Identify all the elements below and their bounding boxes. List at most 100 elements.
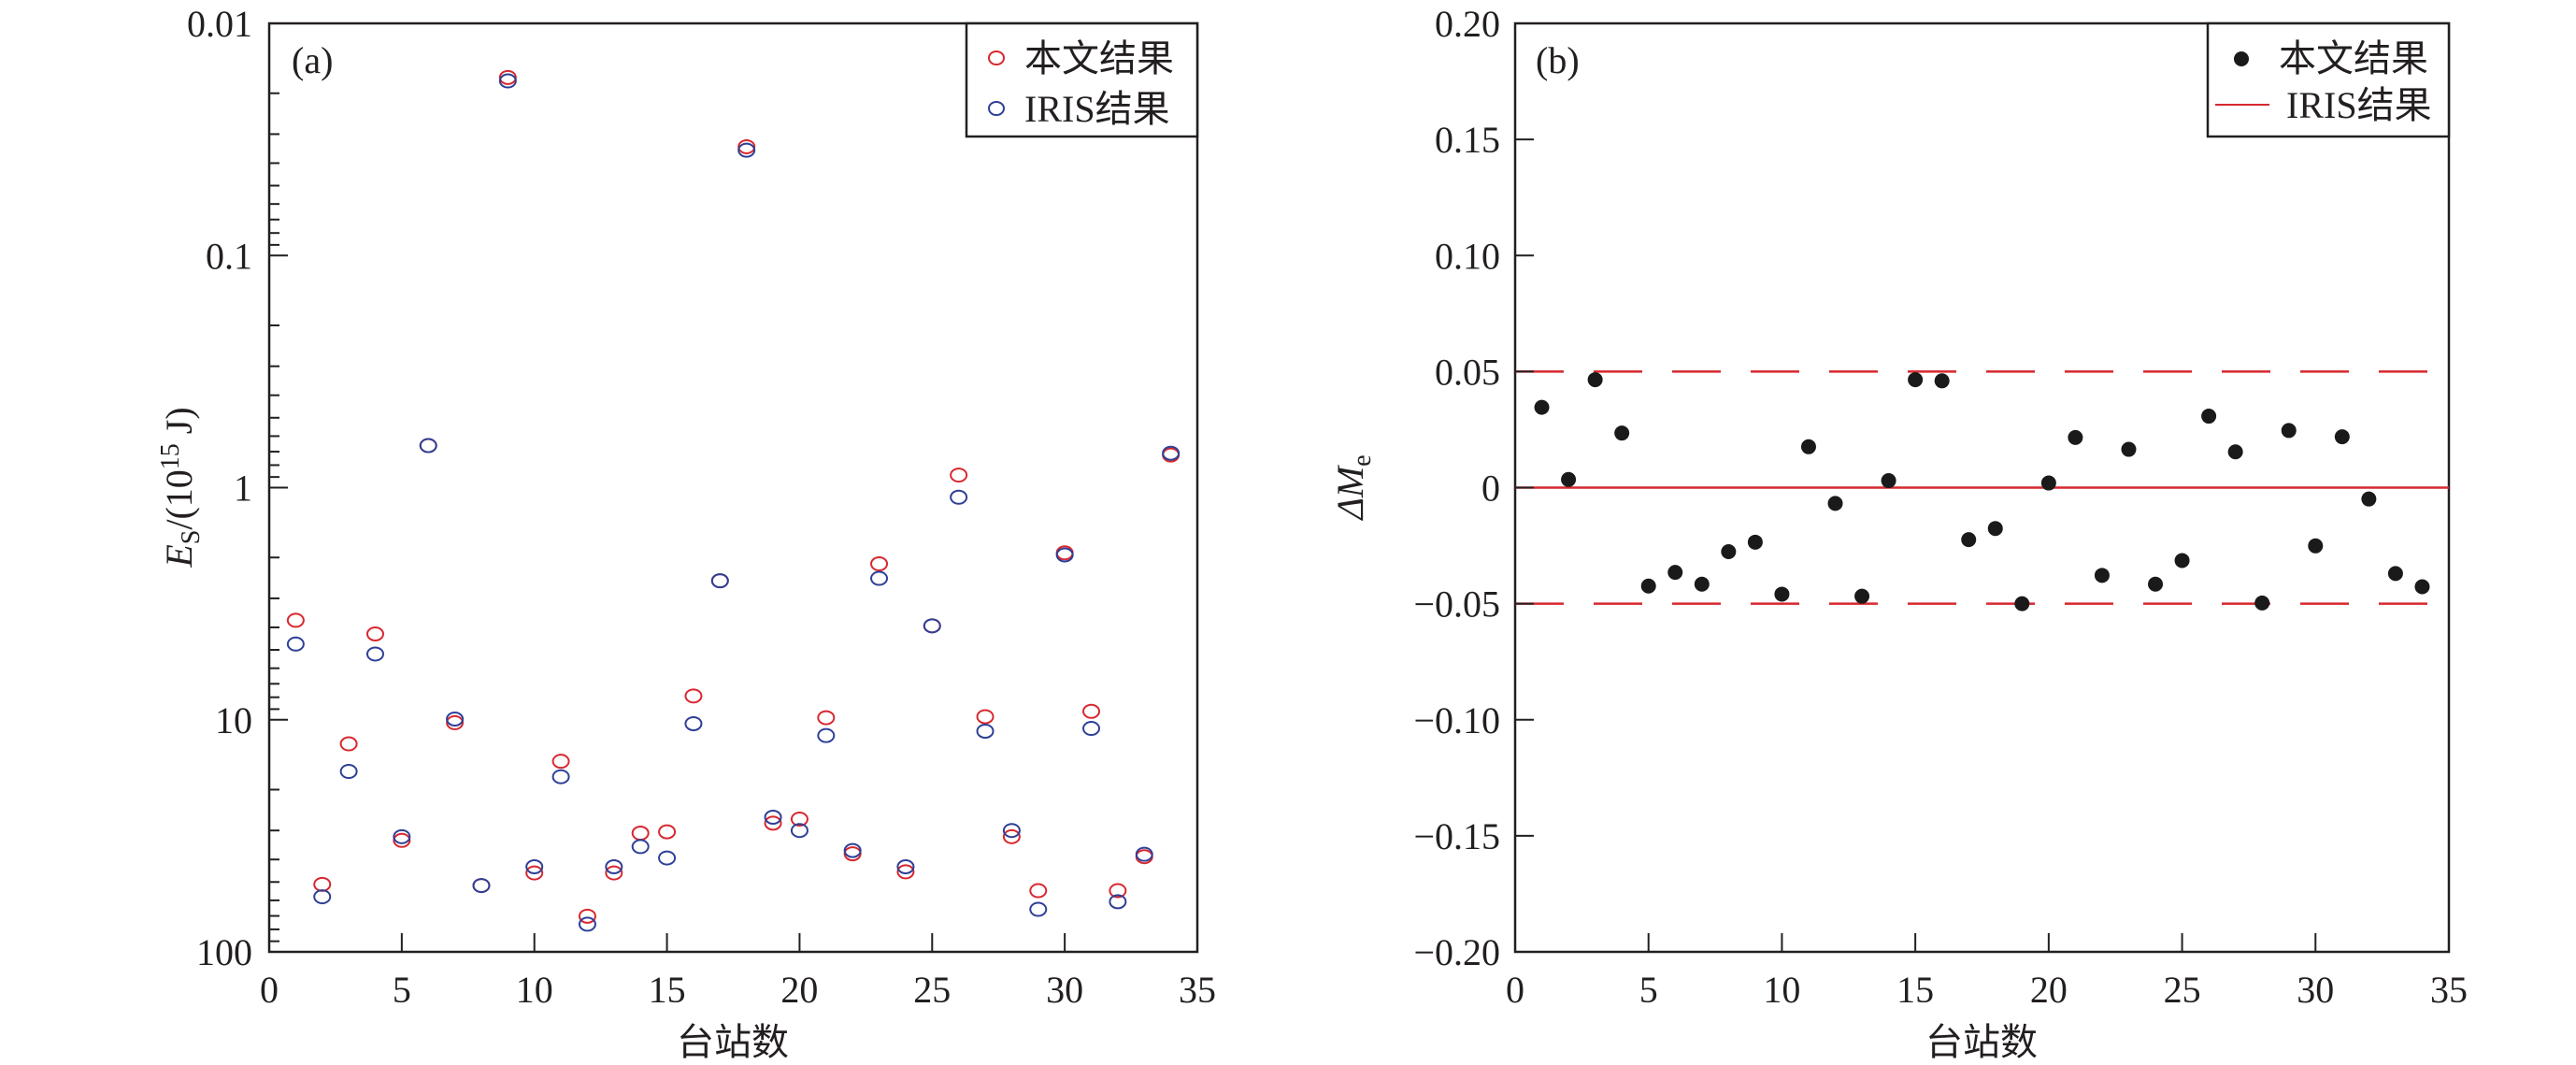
point-this-study: [896, 864, 915, 880]
point-this-study: [339, 736, 358, 752]
point-iris: [313, 889, 332, 905]
ylabel-unit: J): [158, 407, 200, 443]
ylabel-sub: S: [177, 530, 206, 545]
point-this-study: [843, 846, 862, 862]
point-iris: [605, 859, 623, 875]
legend-label-this-study-b: 本文结果: [2279, 37, 2428, 79]
point-delta-me: [1721, 544, 1737, 560]
point-iris: [525, 859, 544, 875]
legend-label-iris-b: IRIS结果: [2286, 84, 2432, 126]
point-delta-me: [1934, 373, 1950, 389]
point-delta-me: [2254, 595, 2270, 611]
legend-marker-points: [2234, 51, 2249, 66]
ylabel-main-b: ΔM: [1329, 464, 1371, 521]
point-delta-me: [2281, 423, 2297, 439]
y-tick-label-b: −0.10: [1413, 699, 1500, 741]
plot-frame-a: [267, 22, 1199, 954]
x-axis-label-a: 台站数: [677, 1021, 789, 1063]
data-points-b: [1534, 372, 2430, 612]
point-iris: [1109, 894, 1127, 910]
x-tick-label-a: 15: [649, 969, 686, 1011]
point-iris: [764, 810, 782, 826]
point-delta-me: [2174, 553, 2190, 568]
x-tick-label-b: 5: [1639, 969, 1658, 1011]
y-tick-label-a: 10: [215, 699, 252, 741]
point-delta-me: [1800, 439, 1816, 454]
point-delta-me: [1614, 425, 1630, 441]
x-tick-label-b: 30: [2297, 969, 2334, 1011]
point-iris: [1002, 823, 1021, 839]
point-delta-me: [1534, 399, 1550, 415]
point-this-study: [976, 709, 995, 725]
point-delta-me: [1987, 521, 2003, 537]
point-iris: [551, 769, 570, 784]
point-this-study: [950, 468, 968, 483]
point-iris: [1082, 721, 1101, 737]
point-this-study: [870, 556, 889, 572]
point-delta-me: [1694, 576, 1710, 592]
x-tick-label-a: 5: [393, 969, 411, 1011]
point-this-study: [393, 832, 411, 848]
y-axis-label-b: ΔMe: [1329, 454, 1377, 521]
point-iris: [843, 842, 862, 858]
point-delta-me: [2094, 568, 2110, 583]
point-iris: [472, 878, 491, 894]
point-delta-me: [1961, 532, 1977, 548]
y-tick-label-a: 0.01: [187, 3, 252, 45]
point-iris: [923, 618, 941, 634]
x-tick-label-a: 10: [516, 969, 553, 1011]
axis-ticks-a: 0 5 10 15 20 25 30 35 0.01 0.1 1 10 100: [187, 3, 1216, 1011]
point-iris: [976, 723, 995, 739]
point-iris: [710, 573, 729, 589]
point-delta-me: [1854, 588, 1870, 604]
y-tick-label-b: −0.05: [1413, 583, 1500, 626]
x-tick-label-b: 20: [2030, 969, 2068, 1011]
point-delta-me: [1640, 578, 1656, 594]
svg-text:ΔMe: ΔMe: [1329, 454, 1377, 521]
x-tick-label-a: 20: [780, 969, 818, 1011]
point-iris: [286, 636, 305, 652]
point-delta-me: [2414, 579, 2430, 595]
x-tick-label-b: 35: [2430, 969, 2468, 1011]
point-this-study: [446, 714, 465, 730]
point-iris: [1055, 547, 1074, 563]
point-this-study: [605, 865, 623, 881]
point-this-study: [286, 612, 305, 628]
ylabel-main: E: [158, 544, 200, 568]
y-tick-label-a: 1: [234, 468, 252, 510]
point-delta-me: [1881, 473, 1896, 489]
ylabel-sup: 15: [156, 443, 185, 469]
point-iris: [578, 916, 596, 932]
y-tick-label-b: 0.20: [1435, 3, 1500, 45]
point-delta-me: [1827, 496, 1843, 511]
point-delta-me: [2227, 444, 2243, 460]
point-delta-me: [2334, 429, 2350, 445]
x-tick-label-b: 0: [1506, 969, 1524, 1011]
point-this-study: [764, 815, 782, 831]
point-delta-me: [2121, 441, 2137, 457]
y-tick-label-b: −0.20: [1413, 931, 1500, 973]
point-iris: [870, 570, 889, 586]
point-iris: [446, 711, 465, 727]
point-delta-me: [2014, 596, 2030, 612]
data-points-a: [286, 69, 1181, 932]
y-axis-label-a: ES/(1015 J): [156, 407, 206, 568]
point-iris: [896, 859, 915, 875]
point-delta-me: [1587, 372, 1603, 388]
point-this-study: [790, 812, 809, 828]
legend-label-this-study: 本文结果: [1024, 37, 1174, 79]
x-tick-label-b: 25: [2164, 969, 2201, 1011]
point-this-study: [1082, 703, 1101, 719]
ylabel-sub-b: e: [1348, 454, 1377, 466]
point-iris: [684, 715, 703, 731]
point-iris: [393, 828, 411, 844]
point-delta-me: [2068, 429, 2083, 445]
point-delta-me: [2361, 491, 2377, 507]
point-delta-me: [2308, 538, 2324, 554]
legend-marker-this-study: [988, 50, 1005, 65]
panel-b: 0 5 10 15 20 25 30 35 0.20 0.15 0.10 0.05 0 −0.05 −0.1…: [1329, 3, 2468, 1063]
x-tick-label-a: 35: [1179, 969, 1216, 1011]
point-iris: [498, 73, 517, 89]
point-iris: [631, 839, 650, 855]
